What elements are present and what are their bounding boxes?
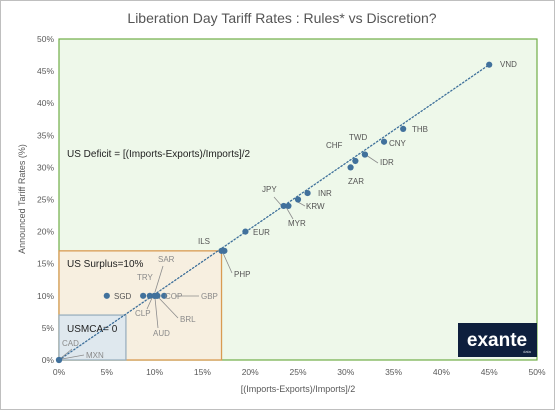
trendline-layer [58,64,490,361]
point-thb [400,125,407,132]
point-sgd [103,292,110,299]
x-tick-label: 5% [101,367,114,377]
point-label-idr: IDR [380,158,394,167]
leader-lines [60,154,379,360]
x-axis-label: [(Imports-Exports)/Imports]/2 [241,384,356,394]
y-tick-label: 15% [37,259,54,269]
point-try [140,292,147,299]
point-labels: VND THB CNY TWD IDR CHF ZAR INR KRW JPY MYR EUR ILS P… [62,60,517,360]
point-label-eur: EUR [253,228,270,237]
y-tick-label: 30% [37,162,54,172]
leader-cad [60,348,73,359]
logo-subtext: data [523,349,532,354]
region-annotation: US Surplus=10% [67,259,144,270]
logo-text: exante [467,330,527,351]
y-tick-label: 45% [37,66,54,76]
point-mxn [55,356,63,364]
x-tick-label: 0% [53,367,66,377]
exante-logo: exante data [458,323,537,357]
point-gbp [161,292,168,299]
y-tick-label: 0% [42,355,55,365]
point-chf [352,157,359,165]
point-clp [146,292,153,299]
axes-layer: 0% 5% 10% 15% 20% 25% 30% 35% 40% 45% 50% 0% 5% 10% 15… [37,34,546,377]
point-label-cad: CAD [62,339,79,348]
leader-php [222,252,233,274]
point-krw [294,196,302,203]
point-label-inr: INR [318,189,332,198]
region-annotation: US Deficit = [(Imports-Exports)/Imports]… [67,149,251,160]
x-tick-label: 35% [385,367,402,377]
point-label-clp: CLP [135,309,151,318]
point-cny [380,138,388,145]
point-label-cop: COP [165,292,182,301]
y-tick-label: 10% [37,291,54,301]
point-label-aud: AUD [153,329,170,338]
point-label-cny: CNY [389,139,407,148]
point-label-sgd: SGD [114,292,132,301]
point-label-mxn: MXN [86,351,104,360]
x-tick-label: 40% [433,367,450,377]
y-tick-label: 50% [37,34,54,44]
point-vnd [486,61,493,68]
y-tick-label: 35% [37,130,54,140]
chart-title: Liberation Day Tariff Rates : Rules* vs … [127,10,436,26]
leader-brl [158,297,179,319]
leader-clp [146,297,153,310]
leader-myr [285,206,294,220]
x-tick-label: 10% [146,367,163,377]
leader-mxn [61,354,85,360]
region-annotation: USMCA= 0 [67,324,118,335]
point-php [221,247,228,254]
x-tick-label: 20% [242,367,259,377]
point-label-chf: CHF [326,141,343,150]
points-layer [55,61,493,364]
point-label-krw: KRW [306,202,325,211]
point-label-gbp: GBP [201,292,218,301]
point-idr [361,151,369,158]
y-tick-label: 25% [37,195,54,205]
leader-jpy [273,196,282,206]
x-tick-label: 50% [528,367,545,377]
point-aud [151,292,158,299]
point-label-sar: SAR [158,255,175,264]
point-label-vnd: VND [500,60,517,69]
logo-background [458,323,537,357]
point-jpy [280,202,287,210]
y-tick-label: 40% [37,98,54,108]
trendline [58,64,490,361]
point-label-jpy: JPY [262,185,277,194]
point-label-thb: THB [412,125,428,134]
leader-aud [154,297,159,329]
y-tick-label: 20% [37,227,54,237]
point-zar [347,164,354,171]
y-axis-label: Announced Tariff Rates (%) [17,144,27,254]
point-inr [304,189,311,197]
x-tick-label: 25% [289,367,306,377]
point-label-zar: ZAR [348,177,364,186]
point-myr [285,202,292,210]
leader-sar [154,265,164,293]
region-annotations: US Deficit = [(Imports-Exports)/Imports]… [67,149,251,335]
leader-idr [365,154,379,164]
x-tick-label: 15% [194,367,211,377]
x-tick-label: 45% [481,367,498,377]
point-label-myr: MYR [288,219,306,228]
point-label-brl: BRL [180,315,196,324]
point-label-twd: TWD [349,133,367,142]
point-label-ils: ILS [198,237,210,246]
point-label-try: TRY [137,273,154,282]
point-eur [242,228,249,235]
x-tick-label: 30% [337,367,354,377]
y-tick-label: 5% [42,323,55,333]
point-label-php: PHP [234,270,250,279]
